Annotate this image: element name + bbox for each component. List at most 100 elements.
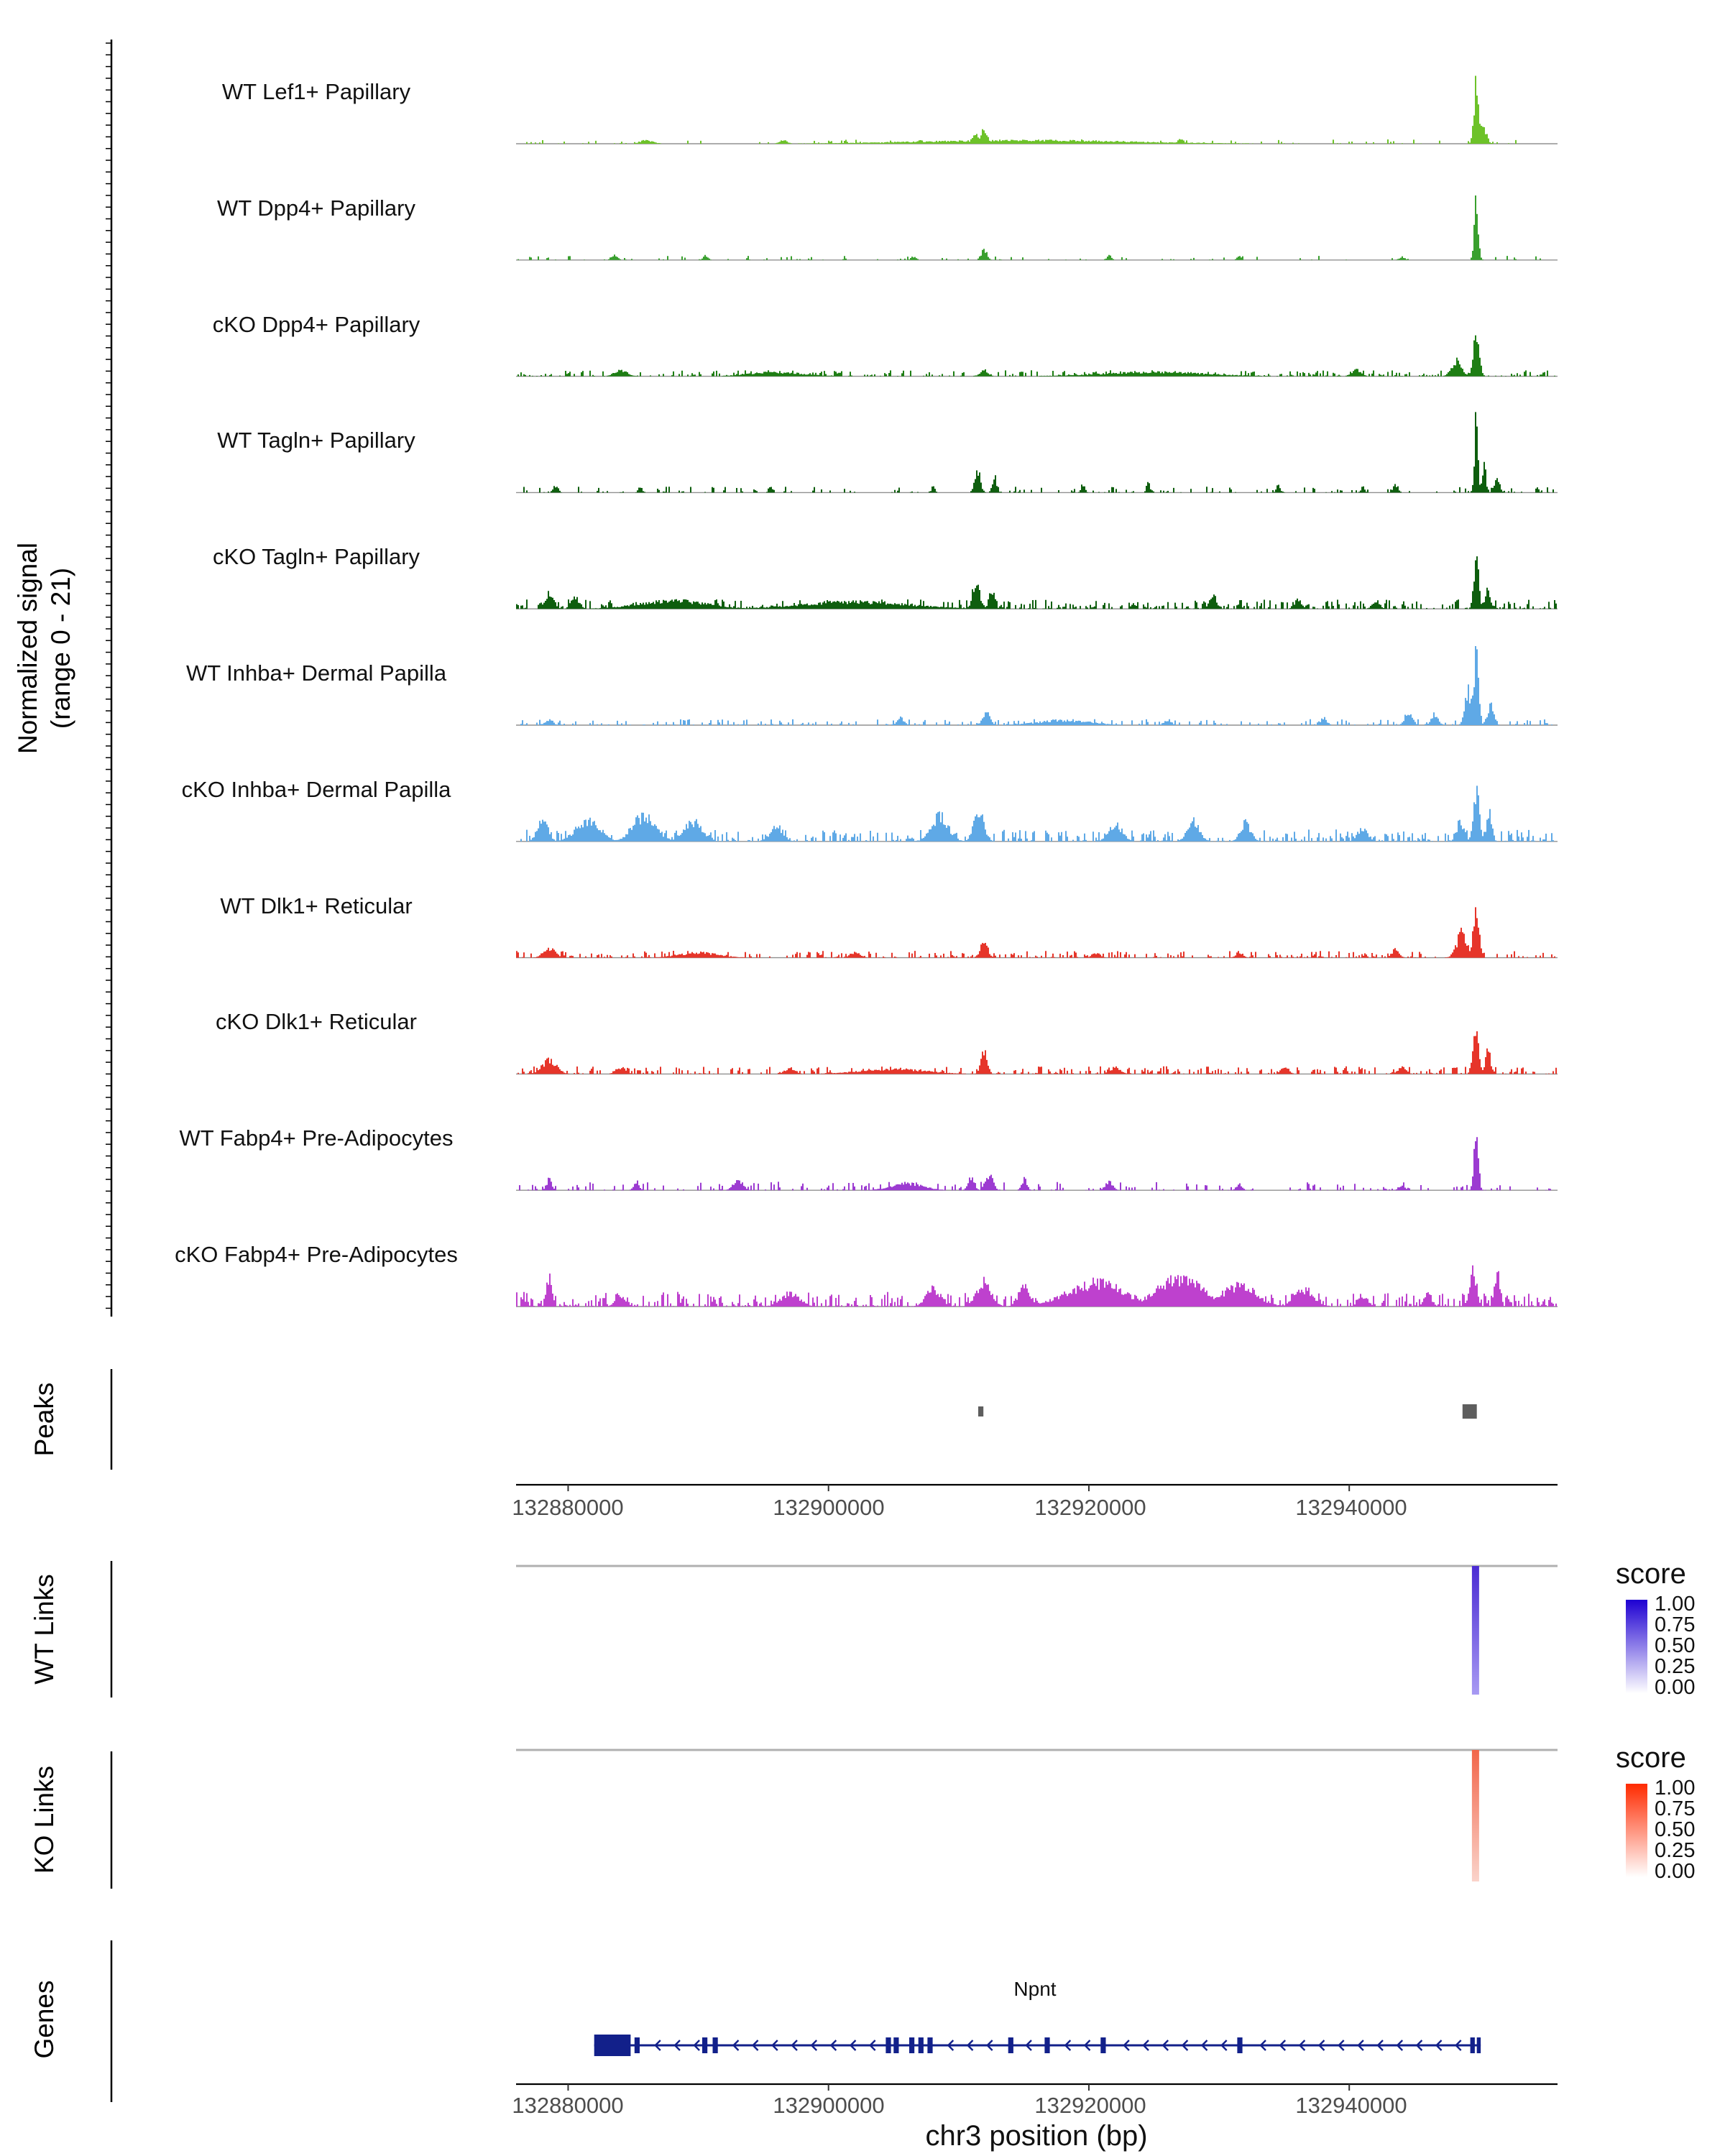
track-label-wt-inhba: WT Inhba+ Dermal Papilla — [185, 660, 447, 686]
track-label-wt-fabp4: WT Fabp4+ Pre-Adipocytes — [179, 1125, 454, 1151]
gene-strand-arrow — [1279, 2040, 1287, 2051]
track-signal-8 — [518, 1031, 1557, 1074]
gene-strand-arrow — [1415, 2040, 1423, 2051]
wt-score-legend-title: score — [1616, 1558, 1686, 1590]
x-axis-label: chr3 position (bp) — [925, 2120, 1148, 2152]
track-signal-2 — [518, 335, 1555, 377]
track-label-wt-lef1: WT Lef1+ Papillary — [221, 79, 411, 104]
gene-strand-arrow — [1083, 2040, 1091, 2051]
gene-strand-arrow — [1435, 2040, 1443, 2051]
gene-strand-arrow — [1259, 2040, 1266, 2051]
gene-exon-6 — [909, 2037, 915, 2053]
section-label-genes: Genes — [29, 1980, 59, 2059]
gene-strand-arrow — [1357, 2040, 1364, 2051]
gene-exon-5 — [893, 2037, 899, 2053]
x-tick-lower-2: 132900000 — [773, 2093, 885, 2118]
gene-strand-arrow — [849, 2040, 857, 2051]
gene-strand-arrow — [751, 2040, 759, 2051]
gene-exon-2 — [702, 2037, 708, 2053]
wt-legend-tick-000: 0.00 — [1655, 1676, 1696, 1699]
gene-strand-arrow — [732, 2040, 740, 2051]
gene-strand-arrow — [947, 2040, 954, 2051]
gene-strand-arrow — [1396, 2040, 1404, 2051]
gene-strand-arrow — [829, 2040, 837, 2051]
wt-score-legend-gradient — [1626, 1600, 1647, 1693]
track-signal-10 — [516, 1265, 1557, 1307]
section-label-ko-links: KO Links — [29, 1765, 59, 1874]
gene-exon-9 — [1008, 2037, 1013, 2053]
section-label-wt-links: WT Links — [29, 1574, 59, 1685]
track-label-cko-dlk1: cKO Dlk1+ Reticular — [216, 1009, 417, 1034]
gene-strand-arrow — [966, 2040, 974, 2051]
track-label-cko-dpp4: cKO Dpp4+ Papillary — [212, 312, 420, 337]
track-label-cko-fabp4: cKO Fabp4+ Pre-Adipocytes — [175, 1242, 458, 1267]
ko-score-legend-title: score — [1616, 1742, 1686, 1774]
y-axis-label-line2: (range 0 - 21) — [46, 567, 75, 729]
gene-strand-arrow — [810, 2040, 818, 2051]
track-signal-1 — [518, 195, 1541, 260]
gene-exon-14 — [1476, 2037, 1481, 2053]
track-signal-5 — [520, 646, 1552, 725]
gene-exon-10 — [1044, 2037, 1050, 2053]
track-signal-0 — [526, 75, 1517, 144]
track-signal-6 — [520, 786, 1554, 842]
y-axis-label-line1: Normalized signal — [12, 542, 42, 755]
x-tick-upper-4: 132940000 — [1295, 1495, 1407, 1520]
gene-exon-13 — [1470, 2037, 1475, 2053]
gene-strand-arrow — [1455, 2040, 1462, 2051]
gene-strand-arrow — [693, 2040, 700, 2051]
gene-strand-arrow — [1142, 2040, 1149, 2051]
x-tick-upper-3: 132920000 — [1034, 1495, 1146, 1520]
gene-strand-arrow — [1317, 2040, 1325, 2051]
ko-legend-tick-075: 0.75 — [1655, 1797, 1696, 1820]
y-axis-label: Normalized signal (range 0 - 21) — [12, 543, 78, 754]
gene-exon-1 — [634, 2037, 640, 2053]
x-tick-lower-4: 132940000 — [1295, 2093, 1407, 2118]
gene-exon-0 — [594, 2035, 631, 2056]
gene-exon-7 — [918, 2037, 924, 2053]
peak-interval-0 — [978, 1406, 984, 1416]
ko-score-legend-gradient — [1626, 1784, 1647, 1877]
gene-strand-arrow — [1376, 2040, 1384, 2051]
wt-legend-tick-025: 0.25 — [1655, 1655, 1696, 1678]
gene-strand-arrow — [1220, 2040, 1228, 2051]
gene-strand-arrow — [771, 2040, 778, 2051]
gene-exon-11 — [1100, 2037, 1106, 2053]
gene-strand-arrow — [1162, 2040, 1169, 2051]
gene-exon-8 — [927, 2037, 933, 2053]
ko-legend-tick-000: 0.00 — [1655, 1860, 1696, 1883]
gene-strand-arrow — [791, 2040, 798, 2051]
ko-legend-tick-050: 0.50 — [1655, 1818, 1696, 1841]
gene-strand-arrow — [1181, 2040, 1189, 2051]
track-label-cko-inhba: cKO Inhba+ Dermal Papilla — [181, 777, 451, 802]
gene-strand-arrow — [673, 2040, 681, 2051]
peak-interval-1 — [1462, 1404, 1477, 1419]
track-signal-3 — [523, 412, 1554, 493]
gene-strand-arrow — [1123, 2040, 1130, 2051]
wt-legend-tick-075: 0.75 — [1655, 1613, 1696, 1636]
gene-exon-4 — [886, 2037, 891, 2053]
gene-strand-arrow — [869, 2040, 876, 2051]
wt-legend-tick-050: 0.50 — [1655, 1634, 1696, 1657]
track-signal-4 — [516, 556, 1557, 609]
track-label-cko-tagln: cKO Tagln+ Papillary — [212, 544, 420, 569]
ko-legend-tick-025: 0.25 — [1655, 1839, 1696, 1862]
gene-strand-arrow — [1025, 2040, 1032, 2051]
gene-strand-arrow — [1298, 2040, 1306, 2051]
wt-legend-tick-100: 1.00 — [1655, 1593, 1696, 1616]
gene-strand-arrow — [654, 2040, 661, 2051]
gene-exon-3 — [712, 2037, 718, 2053]
gene-strand-arrow — [986, 2040, 993, 2051]
wt-link-bar — [1471, 1566, 1479, 1695]
gene-name-label: Npnt — [1013, 1978, 1057, 2000]
x-tick-lower-1: 132880000 — [512, 2093, 624, 2118]
x-tick-lower-3: 132920000 — [1034, 2093, 1146, 2118]
section-label-peaks: Peaks — [29, 1382, 59, 1457]
track-label-wt-dpp4: WT Dpp4+ Papillary — [217, 195, 415, 221]
track-signal-7 — [516, 907, 1555, 958]
gene-strand-arrow — [1200, 2040, 1208, 2051]
track-signal-9 — [519, 1137, 1551, 1191]
gene-strand-arrow — [1064, 2040, 1072, 2051]
track-label-wt-tagln: WT Tagln+ Papillary — [217, 428, 415, 453]
